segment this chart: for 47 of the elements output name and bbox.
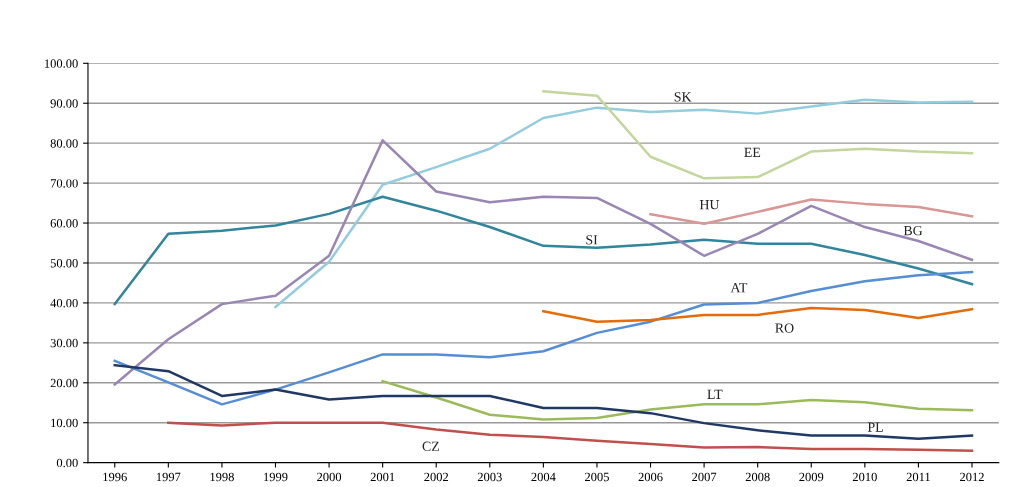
- x-tick-label: 2005: [585, 472, 609, 482]
- series-label: RO: [775, 323, 794, 333]
- line-series: [542, 306, 974, 323]
- x-tick-label: 2006: [638, 472, 663, 482]
- x-tick-label: 2010: [852, 472, 877, 482]
- x-tick-label: 1999: [264, 472, 288, 482]
- y-tick-label: 80.00: [50, 139, 78, 148]
- y-tick-label: 0.00: [56, 458, 78, 468]
- line-series: [649, 198, 974, 226]
- series-label: HU: [699, 200, 720, 210]
- line-series: [167, 421, 974, 452]
- series-label: AT: [730, 283, 748, 293]
- series-label: EE: [744, 147, 761, 157]
- y-tick-label: 70.00: [50, 179, 78, 188]
- y-tick-label: 40.00: [50, 298, 78, 308]
- x-tick-label: 1996: [103, 472, 127, 482]
- y-tick-label: 50.00: [50, 259, 78, 268]
- x-tick-label: 1997: [156, 472, 181, 482]
- y-tick-label: 90.00: [50, 99, 78, 108]
- line-series: [113, 363, 974, 440]
- x-tick-label: 2001: [370, 472, 395, 482]
- x-tick-label: 2009: [799, 472, 824, 482]
- y-tick-label: 20.00: [50, 378, 78, 388]
- x-tick-label: 2008: [745, 472, 770, 482]
- series-label: CZ: [422, 441, 439, 451]
- line-series: [113, 195, 974, 306]
- x-tick-label: 2012: [960, 472, 984, 482]
- series-label: SK: [674, 92, 692, 102]
- x-tick-label: 2011: [906, 472, 930, 482]
- line-series: [113, 270, 974, 406]
- series-label: BG: [903, 225, 923, 236]
- y-tick-label: 100.00: [44, 59, 78, 68]
- x-tick-label: 2007: [692, 472, 717, 482]
- y-tick-label: 60.00: [50, 219, 78, 228]
- y-tick-label: 30.00: [50, 338, 78, 348]
- series-label: SI: [586, 235, 598, 245]
- x-tick-label: 2000: [317, 472, 342, 482]
- x-tick-label: 2003: [477, 472, 502, 482]
- series-label: LT: [707, 389, 723, 399]
- x-tick-label: 2004: [531, 472, 556, 482]
- x-tick-label: 2002: [424, 472, 449, 482]
- line-series: [542, 90, 974, 180]
- x-tick-label: 1998: [210, 472, 234, 482]
- line-series: [113, 139, 974, 386]
- line-series: [381, 379, 974, 421]
- y-tick-label: 10.00: [51, 418, 78, 428]
- series-label: PL: [867, 422, 883, 432]
